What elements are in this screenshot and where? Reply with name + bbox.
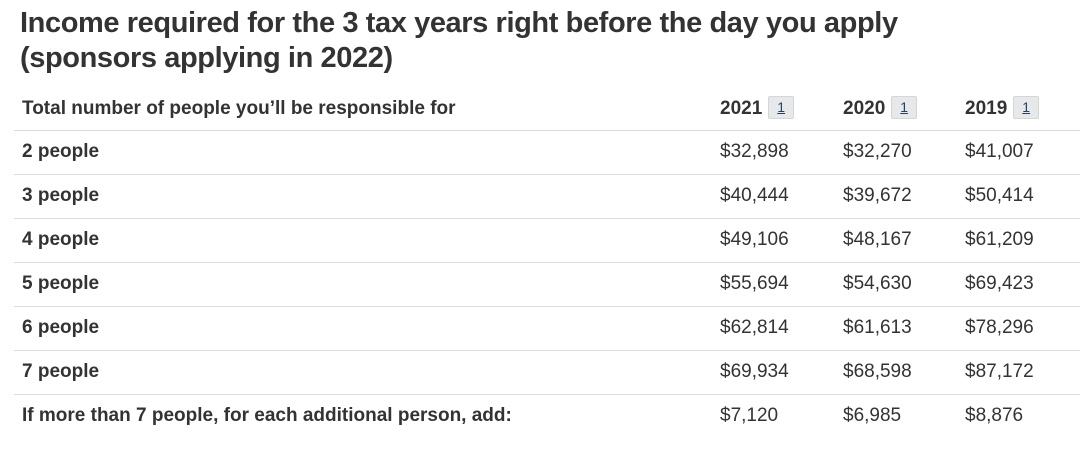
- footnote-1-link[interactable]: 1: [1013, 96, 1040, 119]
- income-value: $7,120: [720, 405, 779, 426]
- income-value: $68,598: [843, 361, 912, 382]
- income-value: $61,613: [843, 317, 912, 338]
- income-value: $61,209: [965, 229, 1034, 250]
- column-header-2021: 2021 1: [712, 90, 835, 131]
- row-label: 5 people: [22, 273, 100, 294]
- income-value: $69,423: [965, 273, 1034, 294]
- page-title-line-2: (sponsors applying in 2022): [20, 42, 393, 74]
- year-label-2020: 2020: [843, 98, 886, 119]
- income-value: $39,672: [843, 185, 912, 206]
- column-header-2020: 2020 1: [835, 90, 957, 131]
- table-row: 7 people $69,934 $68,598 $87,172: [14, 351, 1080, 395]
- income-value: $54,630: [843, 273, 912, 294]
- page-title-line-1: Income required for the 3 tax years righ…: [20, 7, 898, 39]
- table-row: 4 people $49,106 $48,167 $61,209: [14, 219, 1080, 263]
- income-value: $41,007: [965, 141, 1034, 162]
- income-value: $50,414: [965, 185, 1034, 206]
- income-value: $8,876: [965, 405, 1024, 426]
- column-header-people: Total number of people you’ll be respons…: [14, 90, 712, 131]
- row-label: 2 people: [22, 141, 100, 162]
- income-value: $40,444: [720, 185, 789, 206]
- income-value: $49,106: [720, 229, 789, 250]
- row-label: 6 people: [22, 317, 100, 338]
- row-label: 4 people: [22, 229, 100, 250]
- year-label-2019: 2019: [965, 98, 1008, 119]
- table-row: 5 people $55,694 $54,630 $69,423: [14, 263, 1080, 307]
- income-value: $69,934: [720, 361, 789, 382]
- year-label-2021: 2021: [720, 98, 763, 119]
- table-row: 3 people $40,444 $39,672 $50,414: [14, 175, 1080, 219]
- footnote-1-link[interactable]: 1: [768, 96, 795, 119]
- income-value: $48,167: [843, 229, 912, 250]
- income-value: $32,270: [843, 141, 912, 162]
- row-label: If more than 7 people, for each addition…: [22, 405, 512, 426]
- page: Income required for the 3 tax years righ…: [0, 6, 1080, 438]
- income-value: $6,985: [843, 405, 902, 426]
- income-value: $62,814: [720, 317, 789, 338]
- table-row: 6 people $62,814 $61,613 $78,296: [14, 307, 1080, 351]
- row-label: 3 people: [22, 185, 100, 206]
- table-header-row: Total number of people you’ll be respons…: [14, 90, 1080, 131]
- footnote-1-link[interactable]: 1: [891, 96, 918, 119]
- income-requirements-table: Total number of people you’ll be respons…: [14, 90, 1080, 438]
- income-value: $87,172: [965, 361, 1034, 382]
- table-row: 2 people $32,898 $32,270 $41,007: [14, 131, 1080, 175]
- income-value: $78,296: [965, 317, 1034, 338]
- table-row: If more than 7 people, for each addition…: [14, 395, 1080, 439]
- row-label: 7 people: [22, 361, 100, 382]
- page-title: Income required for the 3 tax years righ…: [20, 6, 1060, 76]
- income-value: $55,694: [720, 273, 789, 294]
- column-header-2019: 2019 1: [957, 90, 1080, 131]
- income-value: $32,898: [720, 141, 789, 162]
